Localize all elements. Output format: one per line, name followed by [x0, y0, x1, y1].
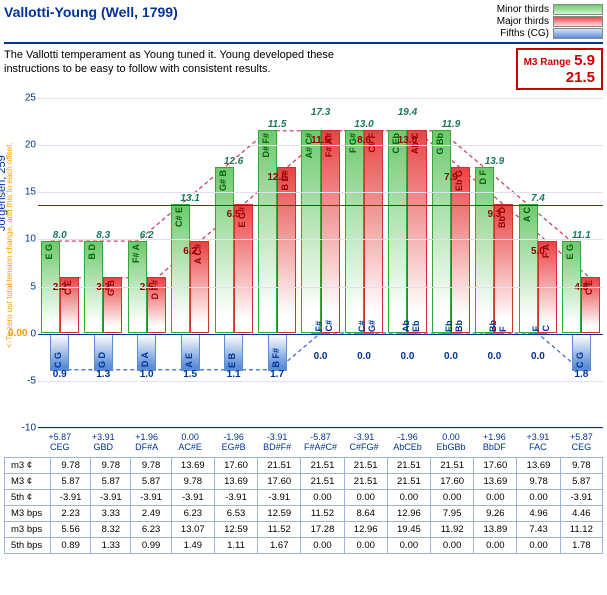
fifth-bar: D A	[137, 334, 156, 371]
legend-major-label: Major thirds	[497, 16, 549, 27]
offset-cell: -3.91BD#F#	[255, 432, 298, 453]
minor-third-bar: C Eb	[388, 130, 407, 333]
column: E GC EC G11.14.51.8	[561, 98, 602, 427]
table-row: 5th bps0.891.330.991.491.111.670.000.000…	[5, 537, 603, 553]
chart-title: Vallotti-Young (Well, 1799)	[4, 4, 178, 20]
fifth-bar: A E	[181, 334, 200, 371]
column: B DG BG D8.33.31.3	[82, 98, 123, 427]
minor-third-bar: D# F#	[258, 130, 277, 333]
y-axis: -10-50510152025	[12, 98, 36, 427]
minor-third-bar: G Bb	[432, 130, 451, 333]
column: D FBb DBb F13.99.30.0	[474, 98, 515, 427]
minor-third-bar: C# E	[171, 204, 190, 333]
legend-major-swatch	[553, 16, 603, 27]
zero-offset-value: 0.00	[8, 328, 27, 339]
bar-columns: E GC EC G8.02.20.9B DG BG D8.33.31.3F# A…	[38, 98, 603, 427]
major-third-bar: Bb D	[494, 204, 513, 333]
description: The Vallotti temperament as Young tuned …	[4, 48, 354, 90]
offset-row: +5.87CEG+3.91GBD+1.96DF#A0.00AC#E-1.96EG…	[38, 432, 603, 453]
minor-third-bar: F G#	[345, 130, 364, 333]
major-third-bar: F# A#	[321, 130, 340, 333]
minor-third-bar: A# C#	[301, 130, 320, 333]
table-row: 5th ¢-3.91-3.91-3.91-3.91-3.91-3.910.000…	[5, 489, 603, 505]
data-table: m3 ¢9.789.789.7813.6917.6021.5121.5121.5…	[4, 457, 603, 554]
offset-cell: 0.00AC#E	[168, 432, 211, 453]
offset-cell: +5.87CEG	[560, 432, 603, 453]
chart-area: -10-50510152025 E GC EC G8.02.20.9B DG B…	[38, 98, 603, 428]
fifth-bar: B F#	[268, 334, 287, 371]
minor-third-bar: A C	[519, 204, 538, 333]
fifth-bar: G D	[94, 334, 113, 371]
legend-fifth-swatch	[553, 28, 603, 39]
offset-cell: +1.96BbDF	[473, 432, 516, 453]
offset-cell: +3.91GBD	[81, 432, 124, 453]
legend-minor-swatch	[553, 4, 603, 15]
legend: Minor thirds Major thirds Fifths (CG)	[497, 4, 603, 40]
major-third-bar: C# F	[364, 130, 383, 333]
column: F G#C# FC# G#13.08.60.0	[343, 98, 384, 427]
table-row: M3 bps2.233.332.496.236.5312.5911.528.64…	[5, 505, 603, 521]
legend-minor-label: Minor thirds	[497, 4, 549, 15]
column: E GC EC G8.02.20.9	[39, 98, 80, 427]
column: C EbAb CAb Eb19.413.00.0	[387, 98, 428, 427]
fifth-bar: E B	[224, 334, 243, 371]
major-third-bar: Ab C	[407, 130, 426, 333]
column: G# BE G#E B12.66.51.1	[213, 98, 254, 427]
offset-cell: -3.91C#FG#	[342, 432, 385, 453]
column: G BbEb GEb Bb11.97.90.0	[430, 98, 471, 427]
column: F# AD F#D A6.22.51.0	[126, 98, 167, 427]
offset-cell: 0.00EbGBb	[429, 432, 472, 453]
offset-cell: -1.96AbCEb	[386, 432, 429, 453]
table-row: m3 ¢9.789.789.7813.6917.6021.5121.5121.5…	[5, 457, 603, 473]
fifth-bar: C G	[50, 334, 69, 371]
offset-cell: -1.96EG#B	[212, 432, 255, 453]
column: D# F#B D#B F#11.512.61.7	[256, 98, 297, 427]
legend-fifth-label: Fifths (CG)	[500, 28, 549, 39]
table-row: m3 bps5.568.326.2313.0712.5911.5217.2812…	[5, 521, 603, 537]
fifth-bar: C G	[572, 334, 591, 371]
offset-cell: +5.87CEG	[38, 432, 81, 453]
column: A# C#F# A#F# C#17.311.50.0	[300, 98, 341, 427]
column: A CF AF C7.45.00.0	[517, 98, 558, 427]
offset-cell: +3.91FAC	[516, 432, 559, 453]
header: Vallotti-Young (Well, 1799) Minor thirds…	[4, 4, 603, 40]
offset-cell: -5.87F#A#C#	[299, 432, 342, 453]
major-third-bar: E G#	[234, 204, 253, 333]
column: C# EA C#A E13.16.21.5	[169, 98, 210, 427]
table-row: M3 ¢5.875.875.879.7813.6917.6021.5121.51…	[5, 473, 603, 489]
m3-range-box: M3 Range 5.9 21.5	[516, 48, 603, 90]
offset-cell: +1.96DF#A	[125, 432, 168, 453]
